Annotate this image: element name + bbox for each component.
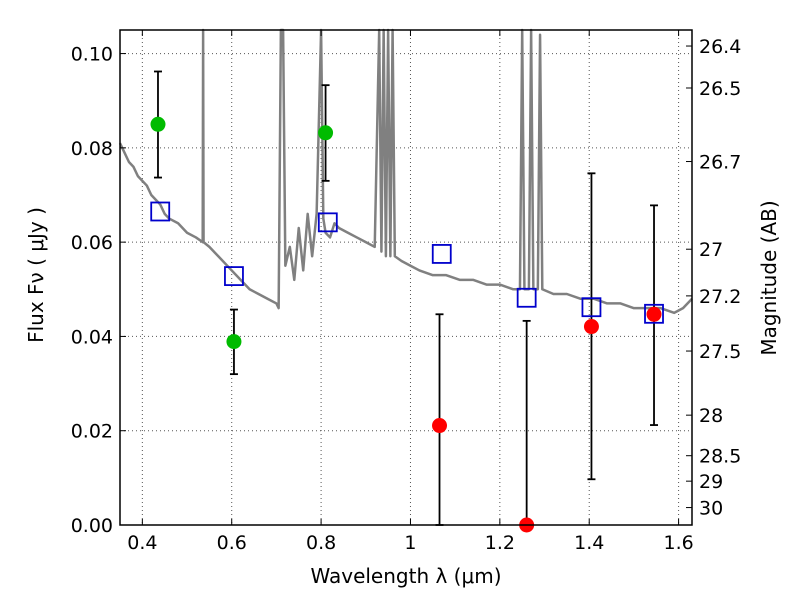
right-tick-label: 30 <box>699 498 723 520</box>
right-tick-label: 26.5 <box>699 78 741 100</box>
model-flux-square <box>431 244 452 264</box>
x-tick-label: 1.4 <box>574 532 604 554</box>
y-tick-label: 0.06 <box>71 232 113 254</box>
right-tick-label: 29 <box>699 471 723 493</box>
model-spectrum-line <box>118 28 693 315</box>
x-tick-label: 1.6 <box>663 532 693 554</box>
y-tick-label: 0.04 <box>71 326 113 348</box>
plot-frame <box>119 29 693 526</box>
right-tick-label: 28.5 <box>699 446 741 468</box>
right-tick-label: 27 <box>699 239 723 261</box>
y-tick-label: 0.00 <box>71 515 113 537</box>
x-tick-label: 1.2 <box>485 532 515 554</box>
y-axis-title: Flux Fν ( μJy ) <box>24 207 48 343</box>
y-tick-label: 0.08 <box>71 138 113 160</box>
x-tick-label: 1 <box>404 532 416 554</box>
y-tick-label: 0.10 <box>71 44 113 66</box>
x-tick-label: 0.6 <box>217 532 247 554</box>
y-tick-label: 0.02 <box>71 421 113 443</box>
right-tick-label: 26.4 <box>699 36 741 58</box>
model-layer <box>118 28 693 315</box>
detection-point <box>318 125 334 141</box>
model-flux-square <box>317 212 338 233</box>
tick-layer: 0.4 0.6 0.8 1 1.2 1.4 1.6 0.00 0.02 0.04 0.06 0.08 0… <box>71 30 741 554</box>
nondetection-point <box>583 319 599 335</box>
model-flux-square <box>581 297 602 318</box>
model-flux-square <box>224 266 244 286</box>
model-flux-square <box>644 303 664 324</box>
right-tick-label: 26.7 <box>699 152 741 174</box>
y-axis-right-title: Magnitude (AB) <box>757 200 781 355</box>
x-axis-title: Wavelength λ (μm) <box>310 564 501 588</box>
detection-point <box>150 116 166 132</box>
x-tick-label: 0.8 <box>306 532 336 554</box>
model-flux-square <box>516 287 537 308</box>
model-flux-square <box>150 201 171 222</box>
nondetection-point <box>432 418 448 434</box>
detection-point <box>226 334 242 350</box>
right-tick-label: 28 <box>699 405 723 427</box>
x-tick-label: 0.4 <box>127 532 157 554</box>
marker-layer <box>150 116 664 533</box>
right-tick-label: 27.2 <box>699 286 741 308</box>
nondetection-point <box>646 306 662 322</box>
right-tick-label: 27.5 <box>699 341 741 363</box>
